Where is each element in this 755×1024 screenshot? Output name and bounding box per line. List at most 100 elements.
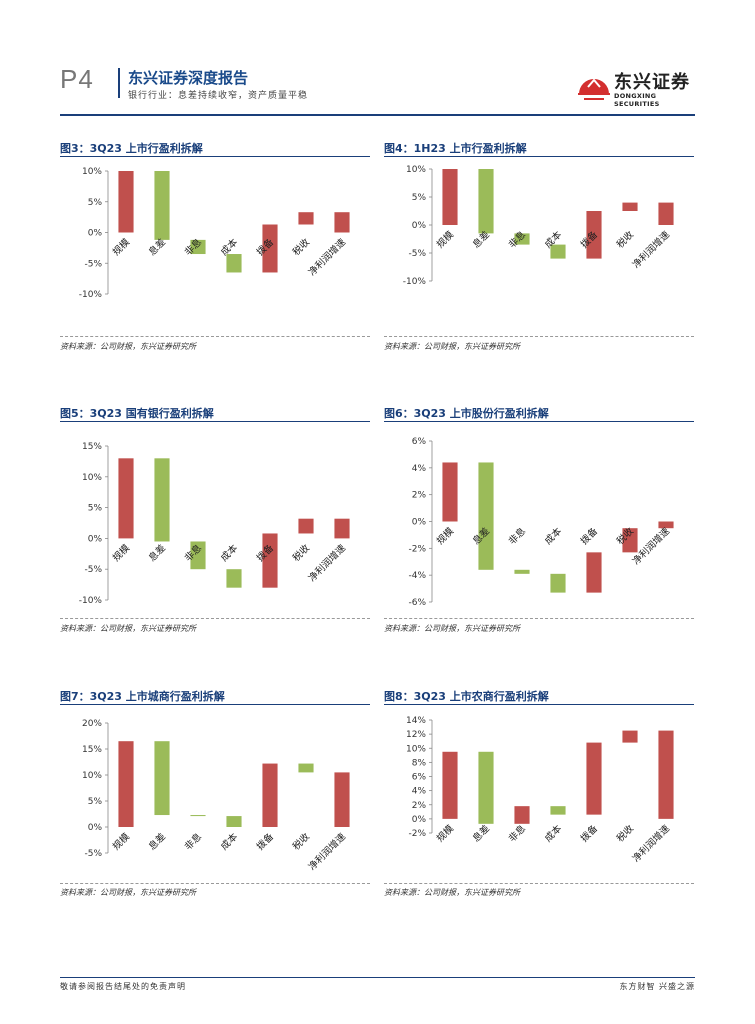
bar-息差 — [154, 741, 170, 816]
figure-6-panel: 图6：3Q23 上市股份行盈利拆解 -6% -4% -2% 0% 2% 4% 6% 规模 息差非… — [384, 405, 694, 637]
chart-area: -5% 0% 5% 10% 15% 20% 规模 息差 非息 成本 拨备 税收 净利润增速 — [60, 707, 370, 884]
category-label: 规模 — [434, 822, 456, 844]
category-label: 净利润增速 — [306, 830, 348, 872]
bar-成本 — [550, 573, 566, 593]
footer-slogan: 东方财智 兴盛之源 — [619, 982, 695, 991]
bar-拨备 — [586, 552, 602, 593]
bar-税收 — [622, 730, 638, 743]
category-label: 非息 — [506, 823, 528, 845]
title-rule — [384, 704, 694, 705]
bar-净利润增速 — [658, 730, 674, 819]
y-tick-label: 0% — [412, 518, 427, 528]
y-tick-label: 10% — [82, 771, 102, 781]
bar-税收 — [298, 212, 314, 225]
bar-非息 — [190, 239, 206, 255]
bar-税收 — [298, 518, 314, 534]
bar-税收 — [298, 763, 314, 773]
y-tick-label: -5% — [84, 849, 102, 859]
figure-8-panel: 图8：3Q23 上市农商行盈利拆解 -2% 0% 2% 4% 6% 8% 10% 12% 14%… — [384, 688, 694, 898]
y-tick-label: 6% — [412, 437, 427, 447]
y-tick-label: 0% — [88, 534, 103, 544]
y-tick-label: 15% — [82, 745, 102, 755]
bar-非息 — [514, 569, 530, 574]
bar-税收 — [622, 202, 638, 211]
y-tick-label: 10% — [82, 167, 102, 177]
category-label: 规模 — [110, 830, 132, 852]
header-divider — [118, 68, 120, 98]
page-number: P4 — [60, 64, 94, 94]
figure-5-panel: 图5：3Q23 国有银行盈利拆解 -10% -5% 0% 5% 10% 15% 规模 息差 非息… — [60, 405, 370, 637]
bar-税收 — [622, 528, 638, 553]
y-tick-label: 14% — [406, 716, 426, 726]
figure-title: 图3：3Q23 上市行盈利拆解 — [60, 142, 203, 155]
y-tick-label: 0% — [412, 815, 427, 825]
company-logo: 东兴证券 DONGXING SECURITIES — [576, 68, 696, 108]
y-tick-label: 5% — [88, 504, 103, 514]
category-label: 成本 — [218, 542, 240, 564]
y-tick-label: -2% — [408, 829, 426, 839]
category-label: 净利润增速 — [306, 236, 348, 278]
category-label: 拨备 — [578, 525, 600, 547]
y-tick-label: 4% — [412, 787, 427, 797]
category-label: 净利润增速 — [630, 228, 672, 270]
figure-3-panel: 图3：3Q23 上市行盈利拆解 -10% -5% 0% 5% 10% 规模 息差 非息 成本 拨备… — [60, 140, 370, 355]
logo-text-en: DONGXING SECURITIES — [614, 92, 660, 108]
chart-area: -2% 0% 2% 4% 6% 8% 10% 12% 14% 规模 息差 非息 成本 拨备 税收 净利润增速 — [384, 707, 694, 884]
y-tick-label: 4% — [412, 464, 427, 474]
bar-非息 — [190, 815, 206, 817]
footer-rule — [60, 977, 695, 978]
bar-规模 — [442, 751, 458, 819]
category-label: 非息 — [506, 525, 528, 547]
category-label: 息差 — [470, 823, 492, 845]
category-label: 规模 — [110, 236, 132, 258]
bar-净利润增速 — [658, 521, 674, 529]
bar-成本 — [550, 244, 566, 259]
source-note: 资料来源：公司财报，东兴证券研究所 — [60, 624, 196, 633]
bar-息差 — [478, 751, 494, 824]
category-label: 息差 — [146, 542, 168, 564]
chart-area: -6% -4% -2% 0% 2% 4% 6% 规模 息差 非息 成本 拨备 税收 净利润增速 — [384, 424, 694, 619]
category-label: 息差 — [146, 831, 168, 853]
title-rule — [60, 704, 370, 705]
bar-息差 — [154, 458, 170, 542]
bar-非息 — [190, 541, 206, 570]
figure-title: 图5：3Q23 国有银行盈利拆解 — [60, 407, 214, 420]
category-label: 规模 — [434, 228, 456, 250]
category-label: 税收 — [290, 236, 312, 258]
y-tick-label: 15% — [82, 442, 102, 452]
bar-净利润增速 — [334, 212, 350, 233]
figure-7-panel: 图7：3Q23 上市城商行盈利拆解 -5% 0% 5% 10% 15% 20% 规模 息差 非息… — [60, 688, 370, 898]
bar-净利润增速 — [658, 202, 674, 225]
logo-emblem-icon — [578, 78, 610, 100]
figure-title: 图8：3Q23 上市农商行盈利拆解 — [384, 690, 549, 703]
category-label: 税收 — [614, 822, 636, 844]
y-tick-label: -6% — [408, 598, 426, 608]
bar-拨备 — [262, 533, 278, 588]
y-tick-label: 20% — [82, 719, 102, 729]
title-rule — [60, 156, 370, 157]
figure-4-panel: 图4：1H23 上市行盈利拆解 -10% -5% 0% 5% 10% 规模 息差 非息 成本 拨备… — [384, 140, 694, 355]
y-tick-label: 0% — [412, 221, 427, 231]
report-title: 东兴证券深度报告 — [128, 69, 249, 87]
y-tick-label: 8% — [412, 758, 427, 768]
category-label: 规模 — [110, 542, 132, 564]
category-label: 成本 — [542, 525, 564, 547]
source-note: 资料来源：公司财报，东兴证券研究所 — [384, 624, 520, 633]
y-tick-label: -2% — [408, 544, 426, 554]
bar-非息 — [514, 233, 530, 245]
y-tick-label: 5% — [412, 193, 427, 203]
bar-成本 — [226, 254, 242, 273]
y-tick-label: 10% — [406, 744, 426, 754]
bar-非息 — [514, 806, 530, 824]
bar-成本 — [226, 569, 242, 588]
y-tick-label: 5% — [88, 797, 103, 807]
bar-拨备 — [262, 224, 278, 273]
category-label: 非息 — [506, 229, 528, 251]
bar-拨备 — [586, 742, 602, 815]
chart-area: -10% -5% 0% 5% 10% 15% 规模 息差 非息 成本 拨备 税收 净利润增速 — [60, 424, 370, 619]
y-tick-label: 0% — [88, 229, 103, 239]
